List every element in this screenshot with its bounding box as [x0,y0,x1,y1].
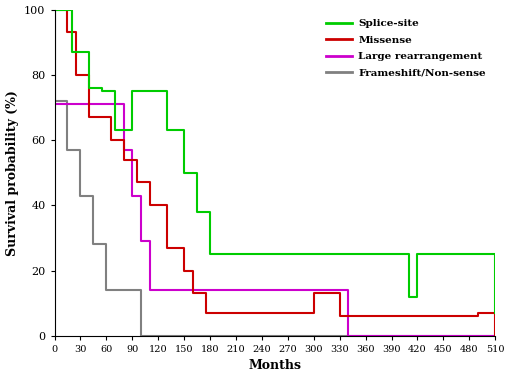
Legend: Splice-site, Missense, Large rearrangement, Frameshift/Non-sense: Splice-site, Missense, Large rearrangeme… [321,15,489,82]
X-axis label: Months: Months [248,359,301,372]
Y-axis label: Survival probability (%): Survival probability (%) [6,90,18,256]
